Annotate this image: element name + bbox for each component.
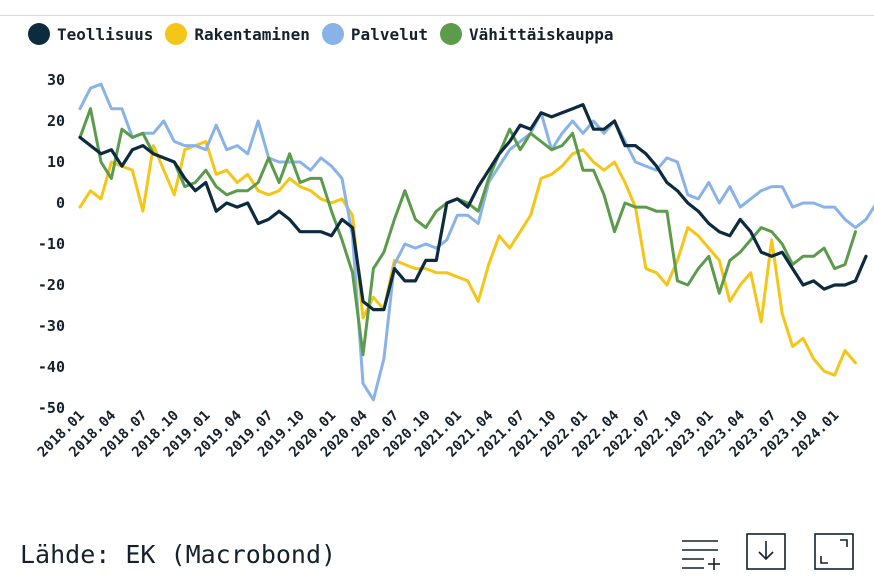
y-tick-label: 0 bbox=[56, 194, 65, 212]
legend-label: Vähittäiskauppa bbox=[468, 24, 614, 44]
y-tick-label: -10 bbox=[38, 235, 65, 253]
fullscreen-icon bbox=[814, 533, 854, 570]
line-chart: 3020100-10-20-30-40-502018.012018.042018… bbox=[35, 71, 874, 461]
y-tick-label: 20 bbox=[47, 112, 65, 130]
download-button[interactable] bbox=[746, 533, 786, 573]
y-tick-label: -20 bbox=[38, 276, 65, 294]
add-to-list-button[interactable] bbox=[680, 533, 720, 573]
y-tick-label: -40 bbox=[38, 358, 65, 376]
chart-legend: Teollisuus Rakentaminen Palvelut Vähittä… bbox=[28, 23, 625, 45]
top-divider bbox=[0, 15, 874, 16]
source-caption: Lähde: EK (Macrobond) bbox=[20, 540, 337, 569]
y-tick-label: 10 bbox=[47, 153, 65, 171]
list-add-icon bbox=[682, 540, 720, 570]
series-line-palvelut bbox=[78, 82, 874, 402]
y-tick-label: -50 bbox=[38, 399, 65, 417]
legend-label: Rakentaminen bbox=[194, 24, 310, 44]
y-tick-label: -30 bbox=[38, 317, 65, 335]
legend-dot-icon bbox=[28, 23, 50, 45]
legend-dot-icon bbox=[321, 23, 344, 45]
legend-label: Teollisuus bbox=[57, 24, 154, 44]
series-line-vähittäiskauppa bbox=[78, 107, 857, 357]
legend-item-vahittaiskauppa[interactable]: Vähittäiskauppa bbox=[439, 23, 614, 45]
legend-item-teollisuus[interactable]: Teollisuus bbox=[28, 23, 153, 45]
series-line-rakentaminen bbox=[78, 140, 857, 377]
download-icon bbox=[746, 533, 786, 570]
legend-item-rakentaminen[interactable]: Rakentaminen bbox=[165, 23, 310, 45]
series-line-teollisuus bbox=[78, 102, 868, 312]
y-tick-label: 30 bbox=[47, 71, 65, 89]
legend-item-palvelut[interactable]: Palvelut bbox=[321, 23, 428, 45]
legend-dot-icon bbox=[165, 23, 188, 45]
legend-dot-icon bbox=[439, 23, 462, 45]
fullscreen-button[interactable] bbox=[814, 533, 854, 573]
legend-label: Palvelut bbox=[350, 24, 428, 44]
